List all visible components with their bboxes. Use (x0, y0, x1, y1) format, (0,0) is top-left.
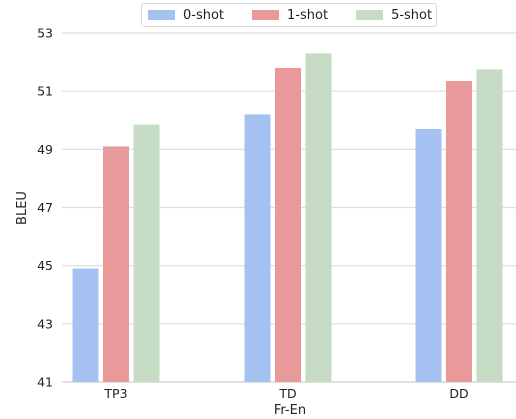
y-tick-label: 43 (37, 316, 53, 331)
bar-1-shot-DD (446, 80, 472, 383)
y-axis-label: BLEU (15, 191, 30, 225)
legend: 0-shot 1-shot 5-shot (141, 3, 437, 27)
y-tick-label: 41 (37, 375, 53, 390)
bar-1-shot-TD (275, 67, 301, 383)
legend-label-1: 1-shot (287, 7, 329, 23)
y-tick-label: 45 (37, 258, 53, 273)
x-axis-label: Fr-En (274, 403, 306, 418)
bar-0-shot-TP3 (72, 268, 99, 382)
bar-5-shot-TP3 (133, 124, 160, 383)
y-tick-label: 51 (37, 84, 53, 99)
legend-item-0: 0-shot (148, 8, 224, 23)
bar-0-shot-DD (415, 128, 442, 382)
x-tick-label: TD (278, 386, 296, 401)
legend-item-1: 1-shot (252, 8, 328, 23)
legend-swatch-1 (252, 10, 280, 20)
bar-5-shot-TD (305, 53, 332, 382)
legend-item-2: 5-shot (356, 8, 432, 23)
legend-swatch-0 (148, 10, 175, 20)
legend-label-2: 5-shot (391, 7, 433, 23)
bars (72, 53, 503, 383)
legend-label-0: 0-shot (183, 7, 225, 23)
y-tick-label: 49 (37, 142, 53, 157)
bar-1-shot-TP3 (103, 146, 129, 382)
bar-0-shot-TD (244, 114, 271, 382)
y-axis-ticks: 41 43 45 47 49 51 53 (37, 26, 53, 390)
x-tick-label: TP3 (103, 386, 127, 401)
y-tick-label: 53 (37, 26, 53, 41)
bar-5-shot-DD (476, 69, 503, 383)
y-tick-label: 47 (37, 200, 53, 215)
x-tick-label: DD (449, 386, 468, 401)
legend-swatch-2 (356, 10, 384, 20)
x-axis-ticks: TP3 TD DD (103, 386, 468, 401)
